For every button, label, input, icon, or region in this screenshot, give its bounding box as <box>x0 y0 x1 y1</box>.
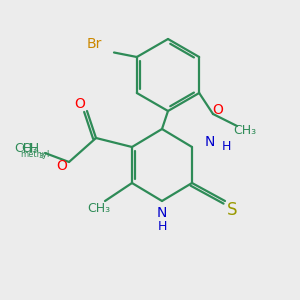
Text: N: N <box>205 136 215 149</box>
Text: S: S <box>227 201 238 219</box>
Text: ₃: ₃ <box>38 148 43 161</box>
Text: H: H <box>157 220 167 233</box>
Text: CH₃: CH₃ <box>14 142 37 155</box>
Text: O: O <box>212 103 223 116</box>
Text: CH₃: CH₃ <box>233 124 256 137</box>
Text: CH: CH <box>21 142 39 155</box>
Text: H: H <box>222 140 231 154</box>
Text: Br: Br <box>87 37 102 50</box>
Text: N: N <box>157 206 167 220</box>
Text: O: O <box>74 97 85 110</box>
Text: methyl: methyl <box>20 150 49 159</box>
Text: O: O <box>56 160 67 173</box>
Text: CH₃: CH₃ <box>87 202 111 215</box>
